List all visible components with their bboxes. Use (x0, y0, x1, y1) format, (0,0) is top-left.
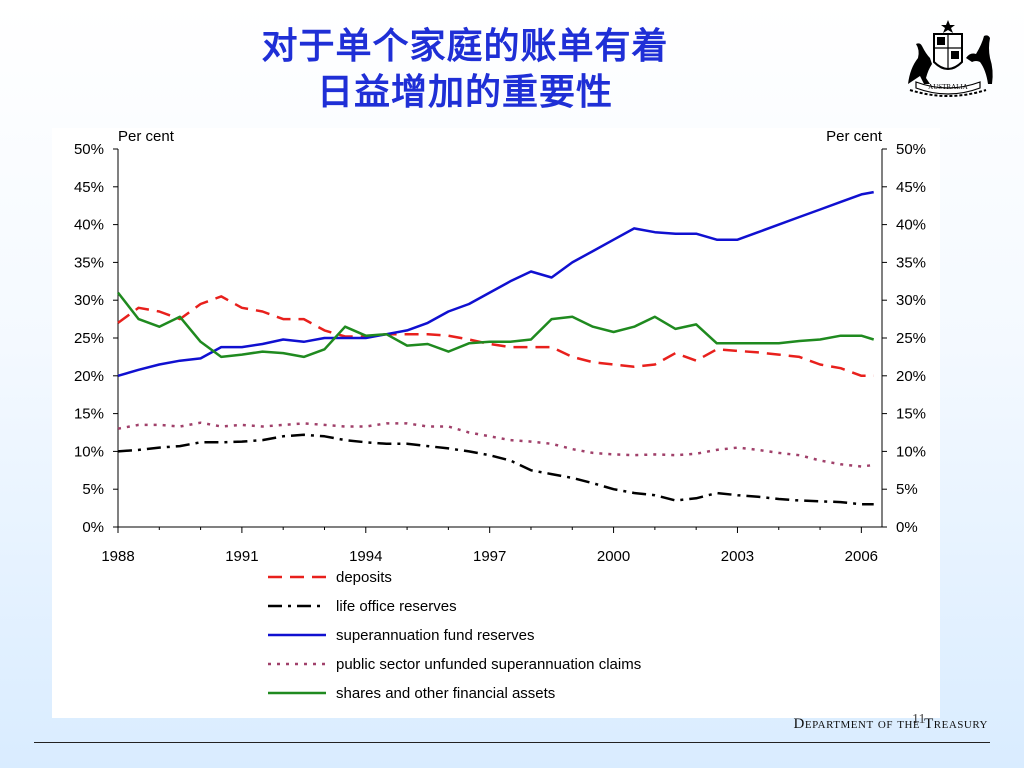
series-line-deposits (117, 295, 874, 378)
y-tick-label-right: 0% (896, 519, 918, 536)
y-tick-label-right: 20% (896, 368, 926, 385)
y-tick-label-right: 40% (896, 217, 926, 234)
y-tick-label-left: 0% (82, 519, 104, 536)
y-tick-label-left: 15% (74, 406, 104, 423)
x-tick-label: 1997 (473, 548, 506, 565)
legend-label: deposits (336, 569, 392, 586)
legend-label: public sector unfunded superannuation cl… (336, 656, 641, 673)
y-axis-label-right: Per cent (826, 128, 883, 145)
y-tick-label-right: 35% (896, 254, 926, 271)
line-chart: 0% 0% 5% 5% 10% 10% 15% 15% 20% 20% 25% 25% 30% 30% 35… (74, 128, 926, 702)
y-tick-label-right: 45% (896, 179, 926, 196)
x-tick-label: 1988 (101, 548, 134, 565)
crest-label: AUSTRALIA (928, 83, 968, 91)
legend-label: shares and other financial assets (336, 685, 555, 702)
y-tick-label-right: 5% (896, 481, 918, 498)
y-tick-label-right: 30% (896, 292, 926, 309)
y-tick-label-left: 20% (74, 368, 104, 385)
x-tick-label: 2003 (721, 548, 754, 565)
y-tick-label-right: 15% (896, 406, 926, 423)
y-tick-label-left: 40% (74, 217, 104, 234)
slide-title-line1: 对于单个家庭的账单有着 (261, 26, 669, 67)
x-tick-label: 1991 (225, 548, 258, 565)
y-tick-label-right: 25% (896, 330, 926, 347)
y-tick-label-left: 5% (82, 481, 104, 498)
footer-department: Department of the Treasury (793, 716, 988, 732)
slide-title-line2: 日益增加的重要性 (316, 72, 613, 113)
page-number: 11 (912, 712, 926, 727)
australian-coat-of-arms-logo: AUSTRALIA (908, 20, 993, 97)
series-line-shares-and-other-financial-assets (117, 291, 875, 359)
y-tick-label-right: 10% (896, 443, 926, 460)
footer-divider (34, 742, 990, 743)
legend-label: superannuation fund reserves (336, 627, 534, 644)
y-tick-label-left: 30% (74, 292, 104, 309)
y-tick-label-right: 50% (896, 141, 926, 158)
y-tick-label-left: 50% (74, 141, 104, 158)
y-tick-label-left: 25% (74, 330, 104, 347)
y-axis-label-left: Per cent (118, 128, 175, 145)
y-tick-label-left: 10% (74, 443, 104, 460)
series-line-public-sector-unfunded-superannuation-claims (117, 421, 874, 468)
slide-title: 对于单个家庭的账单有着 日益增加的重要性 (140, 24, 790, 116)
y-tick-label-left: 35% (74, 254, 104, 271)
chart-panel: 0% 0% 5% 5% 10% 10% 15% 15% 20% 20% 25% 25% 30% 30% 35… (52, 128, 940, 718)
x-tick-label: 2000 (597, 548, 630, 565)
x-tick-label: 2006 (845, 548, 878, 565)
x-tick-label: 1994 (349, 548, 382, 565)
series-line-superannuation-fund-reserves (117, 190, 874, 378)
series-line-life-office-reserves (117, 433, 874, 506)
legend-label: life office reserves (336, 598, 457, 615)
y-tick-label-left: 45% (74, 179, 104, 196)
